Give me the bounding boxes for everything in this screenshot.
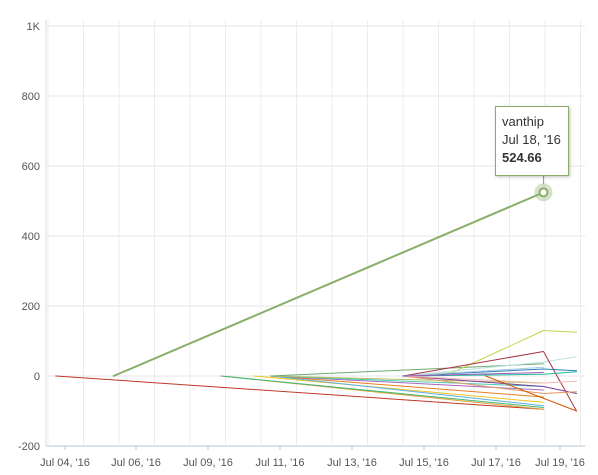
y-tick-label: 200 [22,301,40,313]
x-tick-label: Jul 09, '16 [183,457,233,469]
y-tick-label: 400 [22,231,40,243]
series-line [402,371,577,377]
series-line [270,375,544,387]
tooltip: vanthip Jul 18, '16 524.66 [495,106,569,176]
highlight-marker [534,176,553,202]
series-line [402,368,577,377]
series-line [402,372,544,377]
series-line [485,375,577,412]
series-line [270,363,544,377]
series-line [270,375,544,384]
series-line [220,375,544,408]
series-line [402,366,544,377]
x-tick-label: Jul 13, '16 [327,457,377,469]
series-line [270,375,544,407]
x-axis: Jul 04, '16 Jul 06, '16 Jul 09, '16 Jul 11,… [40,446,585,469]
y-tick-label: 600 [22,161,40,173]
series-line [402,356,577,377]
tooltip-date: Jul 18, '16 [502,132,561,147]
y-axis: -200 0 200 400 600 800 1K [18,21,41,453]
series-line [112,191,545,377]
x-tick-label: Jul 15, '16 [399,457,449,469]
series-group [55,191,577,412]
x-tick-label: Jul 11, '16 [256,457,305,469]
y-tick-label: 800 [22,91,40,103]
x-tick-label: Jul 19, '16 [535,457,585,469]
series-line [253,375,544,403]
highlight-point [538,187,549,198]
tooltip-series: vanthip [502,114,544,129]
series-line [270,375,544,398]
series-line [55,375,544,410]
y-tick-label: 1K [27,21,41,33]
y-tick-label: 0 [34,371,40,383]
y-tick-label: -200 [18,441,40,453]
tooltip-value: 524.66 [502,150,542,165]
x-tick-label: Jul 04, '16 [40,457,90,469]
x-tick-label: Jul 17, '16 [471,457,521,469]
series-line [402,375,577,384]
x-tick-label: Jul 06, '16 [111,457,161,469]
series-line [402,375,577,394]
series-line [402,375,577,394]
